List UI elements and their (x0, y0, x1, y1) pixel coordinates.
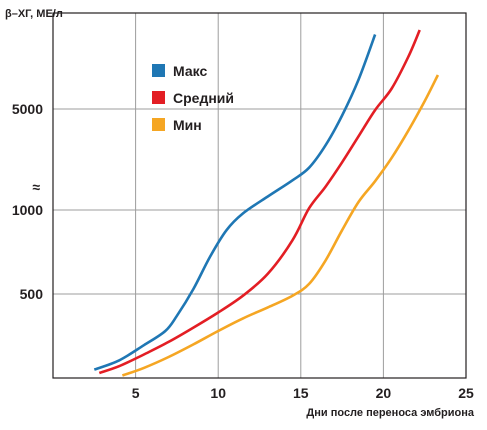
x-tick-label: 25 (458, 385, 474, 401)
legend-swatch-max (152, 64, 165, 77)
y-axis-title: β–ХГ, МЕ/л (5, 8, 63, 20)
legend-label-mean: Средний (173, 90, 234, 106)
legend-label-max: Макс (173, 63, 207, 79)
legend: Макс Средний Мин (152, 63, 234, 133)
x-tick-label: 10 (210, 385, 226, 401)
series-line-min (121, 74, 440, 377)
y-tick-label: 1000 (12, 202, 43, 218)
x-axis-title: Дни после переноса эмбриона (306, 407, 474, 419)
x-tick-label: 20 (376, 385, 392, 401)
series-line-mean (98, 29, 421, 375)
plot-area-frame (52, 12, 467, 379)
y-axis-break-symbol: ≈ (32, 179, 40, 195)
legend-swatch-mean (152, 91, 165, 104)
series-lines (93, 29, 440, 377)
legend-swatch-min (152, 118, 165, 131)
y-tick-label: 5000 (12, 101, 43, 117)
x-tick-label: 15 (293, 385, 309, 401)
x-tick-label: 5 (132, 385, 140, 401)
tick-labels: 5 10 15 20 25 500 1000 5000 (12, 101, 474, 401)
series-line-max (93, 34, 377, 371)
y-tick-label: 500 (20, 286, 44, 302)
legend-label-min: Мин (173, 117, 202, 133)
